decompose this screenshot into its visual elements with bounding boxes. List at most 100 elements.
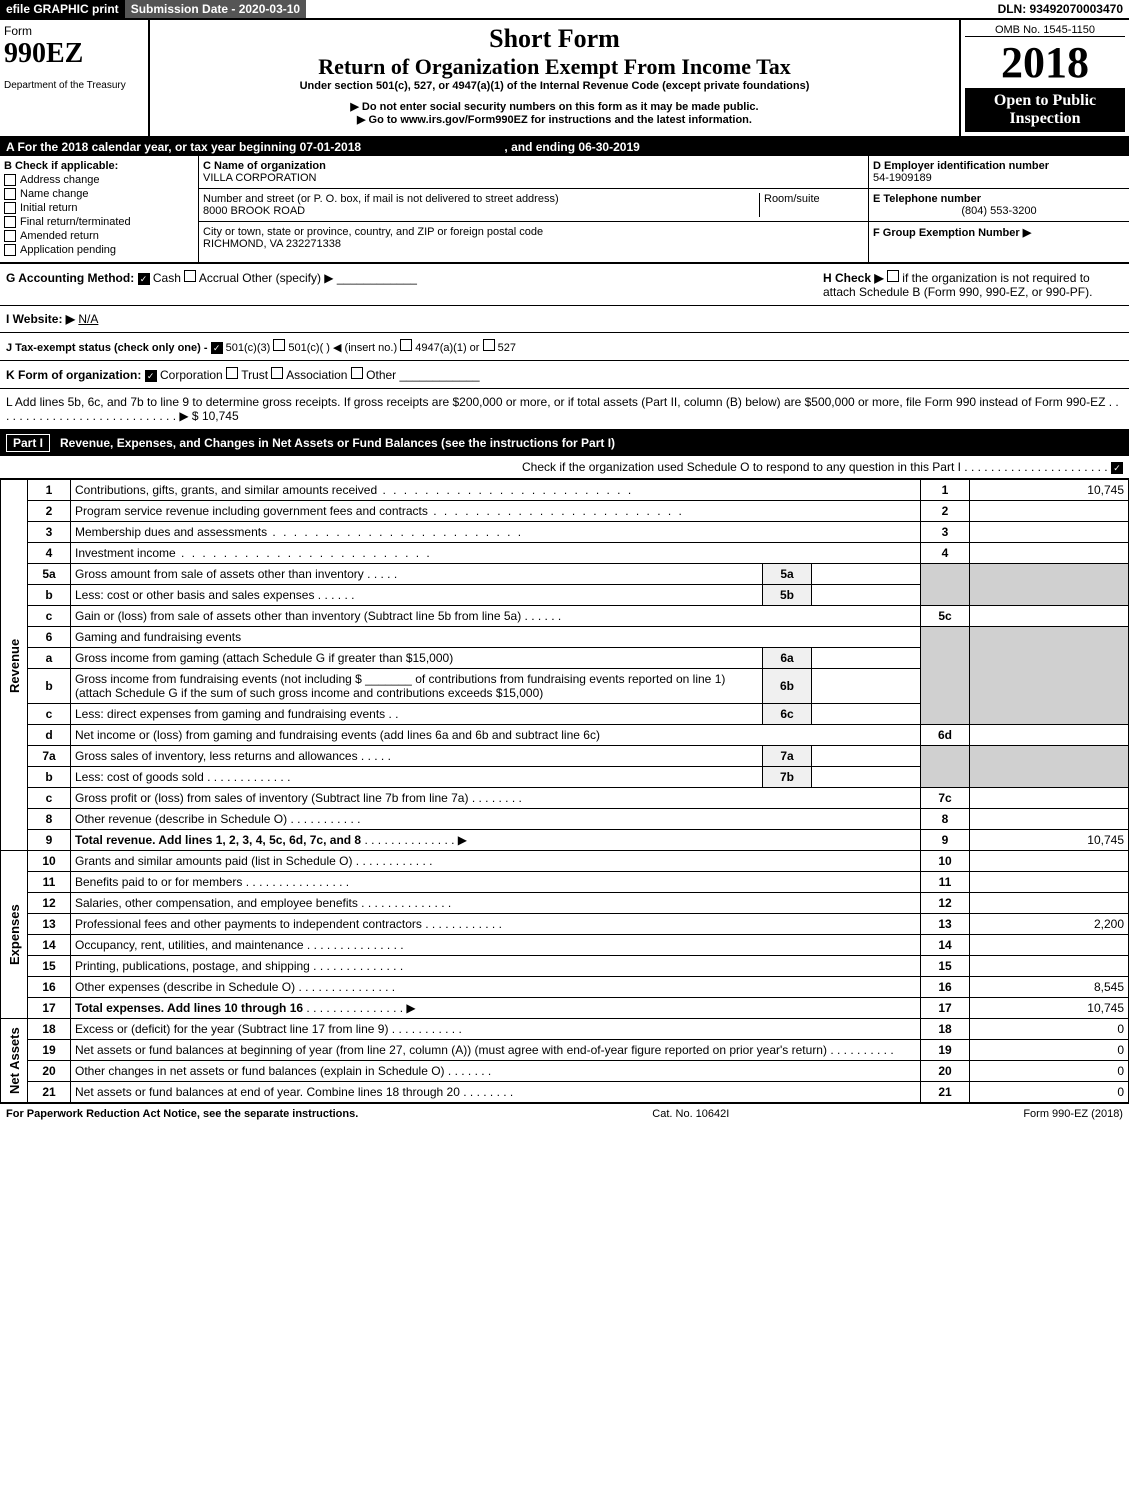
period-begin: A For the 2018 calendar year, or tax yea… (6, 140, 361, 154)
line-num: 15 (921, 956, 970, 977)
cb-corporation-checked[interactable]: ✓ (145, 370, 157, 382)
line-num: 7c (921, 788, 970, 809)
line-val (970, 522, 1129, 543)
b-label: B Check if applicable: (4, 160, 194, 172)
j-label: J Tax-exempt status (check only one) - (6, 342, 208, 354)
cb-4947[interactable] (400, 339, 412, 351)
line-desc: Gross income from fundraising events (no… (75, 672, 725, 700)
line-num: 3 (921, 522, 970, 543)
line-desc: Less: cost of goods sold (75, 770, 204, 784)
table-row: 8 Other revenue (describe in Schedule O)… (1, 809, 1129, 830)
org-city-row: City or town, state or province, country… (199, 222, 868, 254)
line-num: 16 (921, 977, 970, 998)
cb-cash-checked[interactable]: ✓ (138, 273, 150, 285)
table-row: 17 Total expenses. Add lines 10 through … (1, 998, 1129, 1019)
street-value: 8000 BROOK ROAD (203, 205, 759, 217)
cb-initial-return[interactable]: Initial return (4, 202, 194, 214)
cb-accrual[interactable] (184, 270, 196, 282)
line-desc: Net assets or fund balances at end of ye… (75, 1085, 460, 1099)
k-trust: Trust (241, 368, 268, 382)
cb-501c[interactable] (273, 339, 285, 351)
i-label: I Website: ▶ (6, 312, 75, 326)
line-num: 17 (921, 998, 970, 1019)
form-header-center: Short Form Return of Organization Exempt… (150, 20, 961, 136)
table-row: 20 Other changes in net assets or fund b… (1, 1061, 1129, 1082)
line-val: 0 (970, 1019, 1129, 1040)
table-row: 3 Membership dues and assessments 3 (1, 522, 1129, 543)
h-label: H Check ▶ (823, 271, 884, 285)
sub-lineno: 7a (763, 746, 812, 767)
table-row: 4 Investment income 4 (1, 543, 1129, 564)
g-accrual: Accrual (199, 271, 239, 285)
line-desc: Salaries, other compensation, and employ… (75, 896, 358, 910)
website-row: I Website: ▶ N/A (0, 306, 1129, 333)
line-val: 0 (970, 1040, 1129, 1061)
lineno: 13 (28, 914, 71, 935)
cb-application-pending[interactable]: Application pending (4, 244, 194, 256)
submission-date-label: Submission Date - 2020-03-10 (125, 0, 306, 18)
e-label: E Telephone number (873, 193, 1125, 205)
line-desc: Gross income from gaming (attach Schedul… (75, 651, 453, 665)
line-desc: Occupancy, rent, utilities, and maintena… (75, 938, 304, 952)
cb-address-change[interactable]: Address change (4, 174, 194, 186)
org-name: VILLA CORPORATION (203, 172, 864, 184)
efile-print-label[interactable]: efile GRAPHIC print (0, 0, 125, 18)
gray-cell (970, 746, 1129, 788)
line-val: 8,545 (970, 977, 1129, 998)
lineno: c (28, 704, 71, 725)
cb-h[interactable] (887, 270, 899, 282)
cb-amended-return[interactable]: Amended return (4, 230, 194, 242)
table-row: 7a Gross sales of inventory, less return… (1, 746, 1129, 767)
table-row: 9 Total revenue. Add lines 1, 2, 3, 4, 5… (1, 830, 1129, 851)
cb-name-change[interactable]: Name change (4, 188, 194, 200)
cb-final-return[interactable]: Final return/terminated (4, 216, 194, 228)
street-label: Number and street (or P. O. box, if mail… (203, 193, 759, 205)
cb-527[interactable] (483, 339, 495, 351)
cb-other-org[interactable] (351, 367, 363, 379)
line-val (970, 935, 1129, 956)
sub-val (812, 767, 921, 788)
line-desc: Benefits paid to or for members (75, 875, 242, 889)
gray-cell (921, 746, 970, 788)
sub-val (812, 564, 921, 585)
cb-501c3-checked[interactable]: ✓ (211, 342, 223, 354)
lineno: 8 (28, 809, 71, 830)
tax-exempt-row: J Tax-exempt status (check only one) - ✓… (0, 333, 1129, 361)
go-to-link[interactable]: ▶ Go to www.irs.gov/Form990EZ for instru… (154, 113, 955, 126)
line-desc: Less: direct expenses from gaming and fu… (75, 707, 385, 721)
line-num: 5c (921, 606, 970, 627)
accounting-method-row: G Accounting Method: ✓ Cash Accrual Othe… (0, 264, 1129, 306)
line-val: 10,745 (970, 998, 1129, 1019)
section-b-checkboxes: B Check if applicable: Address change Na… (0, 156, 199, 262)
lineno: 17 (28, 998, 71, 1019)
netassets-side-label: Net Assets (1, 1019, 28, 1103)
cb-association[interactable] (271, 367, 283, 379)
lineno: 5a (28, 564, 71, 585)
line-desc: Other changes in net assets or fund bala… (75, 1064, 445, 1078)
line-val (970, 606, 1129, 627)
line-val: 0 (970, 1082, 1129, 1103)
line-desc: Excess or (deficit) for the year (Subtra… (75, 1022, 388, 1036)
cb-trust[interactable] (226, 367, 238, 379)
lineno: b (28, 669, 71, 704)
line-desc: Professional fees and other payments to … (75, 917, 422, 931)
lineno: b (28, 767, 71, 788)
k-other: Other (366, 368, 396, 382)
j-4947: 4947(a)(1) or (415, 342, 479, 354)
line-val: 10,745 (970, 480, 1129, 501)
table-row: 6 Gaming and fundraising events (1, 627, 1129, 648)
table-row: Expenses 10 Grants and similar amounts p… (1, 851, 1129, 872)
line-desc: Gross sales of inventory, less returns a… (75, 749, 358, 763)
line-desc: Gaming and fundraising events (75, 630, 241, 644)
line-desc: Net income or (loss) from gaming and fun… (75, 728, 600, 742)
lineno: 14 (28, 935, 71, 956)
line-num: 12 (921, 893, 970, 914)
expenses-side-label: Expenses (1, 851, 28, 1019)
group-exemption-row: F Group Exemption Number ▶ (869, 222, 1129, 243)
lineno: d (28, 725, 71, 746)
line-num: 10 (921, 851, 970, 872)
sub-lineno: 5b (763, 585, 812, 606)
lineno: 6 (28, 627, 71, 648)
cb-schedule-o-checked[interactable]: ✓ (1111, 462, 1123, 474)
gray-cell (921, 627, 970, 725)
